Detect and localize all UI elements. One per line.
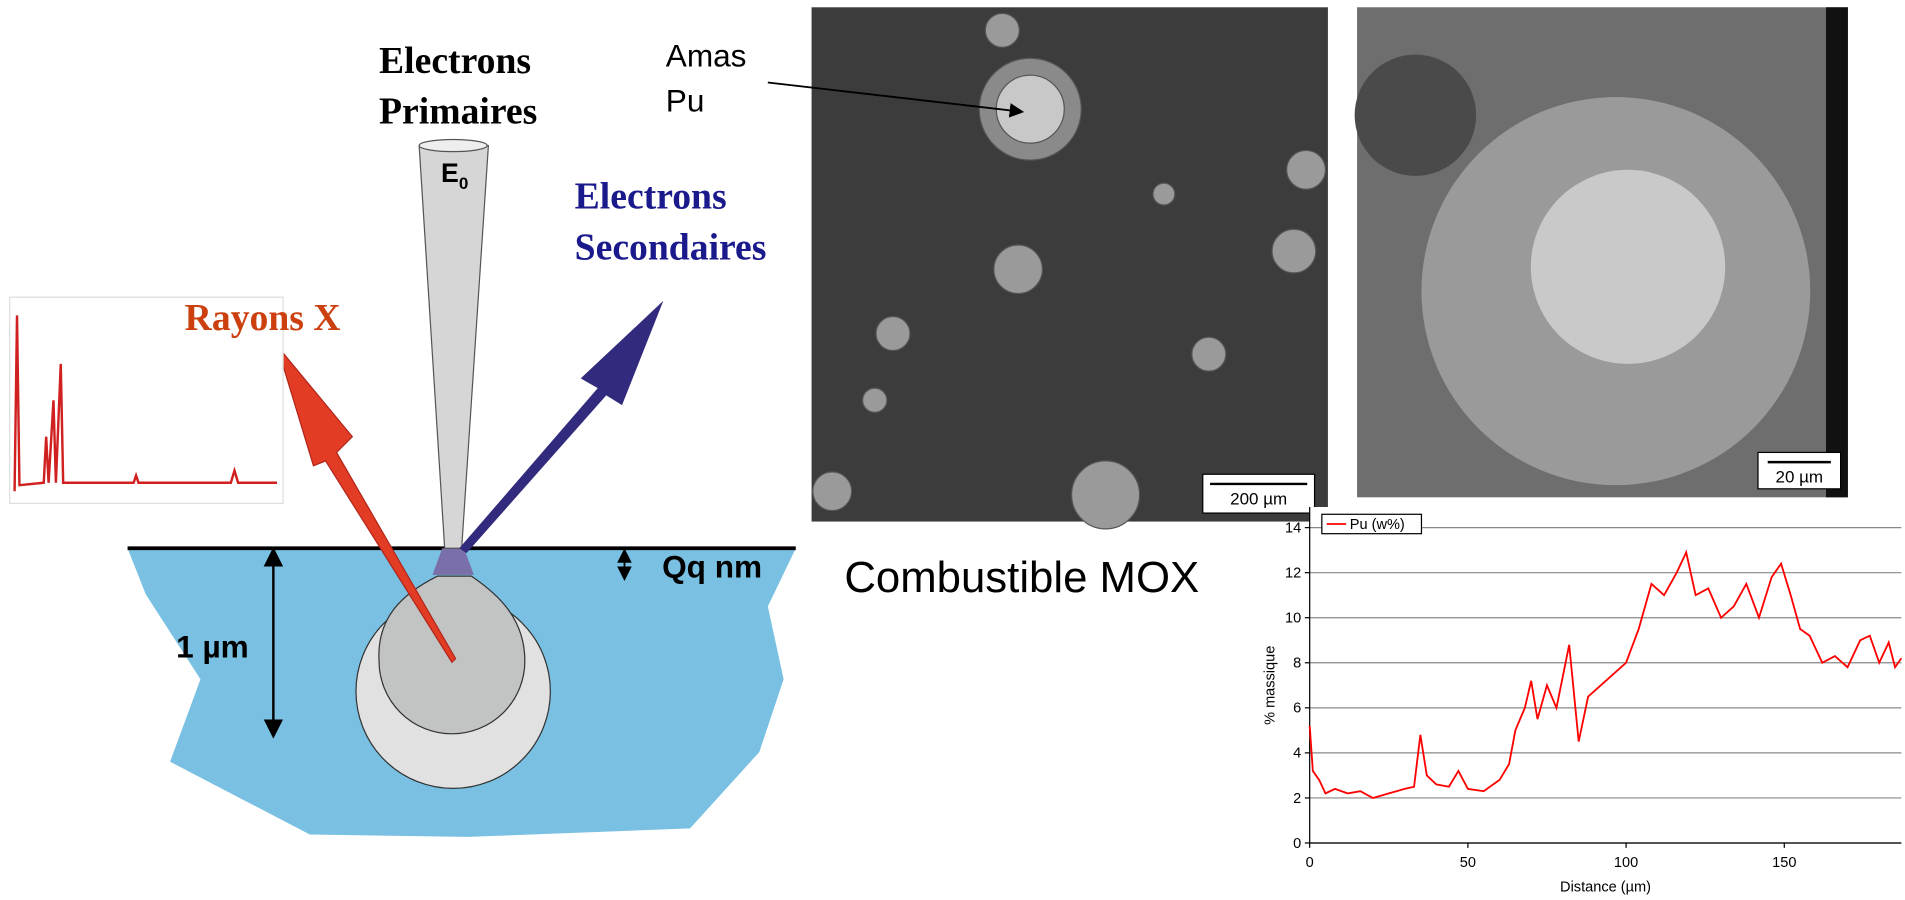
particle xyxy=(863,388,887,412)
cluster-zoom-core xyxy=(1531,170,1725,364)
secondary-arrow xyxy=(459,301,663,553)
x-tick-label: 150 xyxy=(1772,855,1796,871)
x-tick-label: 0 xyxy=(1306,855,1314,871)
y-tick-label: 6 xyxy=(1293,701,1301,717)
particle xyxy=(1072,461,1140,529)
particle xyxy=(985,13,1019,47)
legend-label: Pu (w%) xyxy=(1350,517,1405,533)
surface-depth-label: Qq nm xyxy=(662,548,762,584)
secondary-label-2: Secondaires xyxy=(575,227,767,269)
profile-chart: 0 2 4 6 8 10 12 14 0 50 100 150 Pu (w%) Distance (µm)… xyxy=(1262,507,1903,895)
page: Electrons Primaires E0 Electrons Seconda… xyxy=(0,0,1905,900)
caption: Combustible MOX xyxy=(844,553,1199,602)
micrograph-edge xyxy=(1826,7,1848,497)
particle xyxy=(813,472,852,511)
particle xyxy=(1287,150,1326,189)
y-tick-label: 0 xyxy=(1293,836,1301,852)
particle xyxy=(1153,183,1175,205)
primary-label-1: Electrons xyxy=(379,40,531,82)
beam-top xyxy=(419,139,487,151)
beam-energy-main: E xyxy=(441,158,459,188)
y-tick-label: 14 xyxy=(1285,520,1301,536)
y-tick-label: 4 xyxy=(1293,746,1301,762)
scale-bar-label: 200 µm xyxy=(1230,490,1287,509)
y-tick-label: 8 xyxy=(1293,656,1301,672)
particle xyxy=(1272,229,1316,273)
x-axis-title: Distance (µm) xyxy=(1560,880,1651,896)
secondary-label-1: Electrons xyxy=(575,176,727,218)
cluster-label-1: Amas xyxy=(666,38,747,74)
y-axis-title: % massique xyxy=(1262,646,1278,725)
y-tick-label: 2 xyxy=(1293,791,1301,807)
y-tick-label: 12 xyxy=(1285,566,1301,582)
electron-beam xyxy=(419,146,488,549)
x-tick-label: 50 xyxy=(1460,855,1476,871)
plot-area xyxy=(1310,507,1904,843)
particle xyxy=(1192,337,1226,371)
particle xyxy=(994,245,1043,294)
scale-bar-small-label: 20 µm xyxy=(1776,468,1824,487)
primary-label-2: Primaires xyxy=(379,91,537,133)
x-tick-label: 100 xyxy=(1614,855,1638,871)
xray-label: Rayons X xyxy=(185,297,341,339)
volume-depth-label: 1 µm xyxy=(176,628,249,664)
beam-energy-sub: 0 xyxy=(459,174,468,193)
grain xyxy=(1355,55,1476,176)
y-tick-label: 10 xyxy=(1285,611,1301,627)
slide: Electrons Primaires E0 Electrons Seconda… xyxy=(0,0,1905,900)
cluster-label-2: Pu xyxy=(666,83,705,119)
particle xyxy=(876,317,910,351)
